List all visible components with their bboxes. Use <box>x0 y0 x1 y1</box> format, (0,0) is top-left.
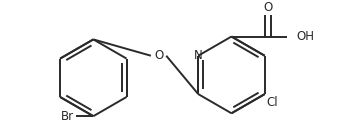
Text: N: N <box>194 49 203 62</box>
Text: O: O <box>154 49 163 62</box>
Text: O: O <box>263 1 272 14</box>
Text: Cl: Cl <box>267 96 278 109</box>
Text: Br: Br <box>61 110 74 123</box>
Text: OH: OH <box>297 30 315 43</box>
